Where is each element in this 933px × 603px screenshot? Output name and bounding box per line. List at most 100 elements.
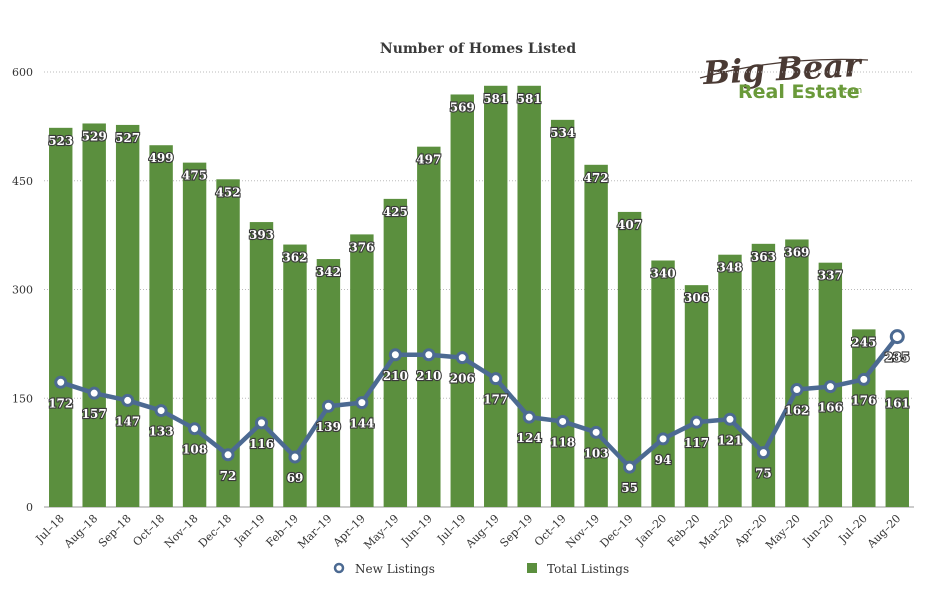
bar-total-listings (316, 259, 341, 507)
x-tick-label: Jun–19 (398, 512, 435, 549)
point-new-listings (87, 386, 101, 400)
point-value-label: 118 (550, 435, 575, 449)
point-value-label: 139 (316, 420, 341, 434)
bar-total-listings (651, 260, 675, 507)
point-new-listings (321, 399, 335, 413)
bar-total-listings (885, 390, 909, 507)
x-tick-label: Aug–20 (864, 512, 903, 551)
bar-value-label: 452 (216, 185, 241, 199)
point-new-listings (690, 415, 703, 429)
bar-total-listings (684, 285, 709, 507)
point-new-listings (756, 446, 770, 460)
point-new-listings (422, 348, 436, 362)
bar-value-label: 376 (349, 240, 374, 254)
logo-line1: Big Bear (701, 46, 864, 92)
point-value-label: 176 (851, 393, 876, 407)
bar-total-listings (149, 145, 173, 507)
point-new-listings (255, 416, 268, 430)
bar-total-listings (550, 119, 575, 507)
point-value-label: 117 (684, 436, 709, 450)
x-tick-label: Sep–18 (96, 512, 134, 550)
point-value-label: 177 (483, 393, 508, 407)
point-value-label: 210 (383, 369, 408, 383)
y-tick-label: 150 (12, 392, 33, 405)
point-new-listings (790, 383, 804, 397)
x-tick-label: Aug–18 (61, 512, 100, 551)
x-tick-label: Jan–20 (633, 512, 669, 548)
bar-total-listings (49, 127, 73, 507)
bar-total-listings (417, 146, 441, 508)
bar-total-listings (584, 164, 608, 508)
bar-total-listings (283, 244, 307, 508)
point-value-label: 116 (249, 437, 274, 451)
point-value-label: 172 (48, 396, 73, 410)
bar-value-label: 348 (717, 261, 742, 275)
logo-suffix: .com (840, 86, 862, 96)
point-value-label: 147 (115, 414, 140, 428)
bar-total-listings (216, 179, 240, 508)
bar-value-label: 425 (383, 205, 408, 219)
legend: New Listings Total Listings (333, 562, 629, 576)
bar-value-label: 342 (316, 265, 341, 279)
point-value-label: 162 (784, 404, 809, 418)
point-value-label: 210 (416, 369, 441, 383)
point-new-listings (188, 422, 202, 436)
bar-value-label: 569 (450, 100, 475, 114)
point-value-label: 75 (755, 467, 772, 481)
bar-total-listings (852, 329, 876, 507)
logo-line2: Real Estate (738, 81, 860, 103)
point-new-listings (823, 380, 837, 394)
bar-total-listings (517, 85, 541, 508)
bar-value-label: 499 (149, 151, 174, 165)
bars (49, 85, 909, 508)
point-new-listings (656, 432, 670, 446)
x-tick-label: Nov–18 (162, 512, 201, 551)
bar-value-label: 581 (483, 92, 508, 106)
brand-logo: Big Bear Real Estate .com (699, 46, 869, 103)
point-value-label: 72 (220, 469, 237, 483)
line-new-listings (60, 335, 900, 470)
bar-value-label: 245 (851, 335, 876, 349)
legend-new-listings-marker (333, 562, 345, 574)
bar-total-listings (249, 222, 274, 507)
bar-value-label: 527 (115, 131, 140, 145)
point-value-label: 235 (885, 351, 910, 365)
bar-total-listings (182, 162, 207, 507)
bar-value-label: 340 (651, 267, 676, 281)
point-value-label: 166 (818, 401, 843, 415)
point-value-label: 206 (450, 372, 475, 386)
x-tick-label: Oct–19 (532, 512, 569, 549)
point-new-listings (288, 450, 302, 464)
x-tick-label: Jun–20 (800, 512, 837, 549)
bar-value-label: 534 (550, 126, 575, 140)
bar-total-listings (115, 124, 140, 508)
bar-total-listings (484, 85, 508, 508)
logo-swoosh (699, 58, 869, 79)
point-new-listings (522, 410, 536, 424)
point-value-label: 121 (717, 433, 742, 447)
point-value-label: 108 (182, 443, 207, 457)
grid (44, 71, 914, 508)
point-new-listings (889, 329, 905, 345)
point-new-listings (556, 414, 570, 428)
point-new-listings (388, 348, 402, 362)
point-new-listings (589, 425, 603, 439)
bar-value-label: 161 (885, 396, 910, 410)
bar-total-listings (718, 254, 742, 507)
x-tick-label: Feb–20 (665, 512, 703, 550)
point-value-label: 144 (349, 417, 374, 431)
bar-labels: 523 529 527 499 475 452 393 362 342 376 425 497 569 5… (47, 91, 911, 412)
legend-total-listings-marker (527, 563, 537, 573)
x-tick-label: Mar–19 (295, 512, 334, 551)
point-new-listings (489, 372, 503, 386)
point-new-listings (857, 372, 871, 386)
new-listings-line (54, 329, 905, 474)
bar-total-listings (617, 211, 642, 508)
x-tick-label: Nov–19 (563, 512, 602, 551)
x-tick-label: Dec–19 (598, 512, 636, 550)
point-new-listings (221, 448, 235, 462)
bar-total-listings (82, 123, 106, 507)
chart-title: Number of Homes Listed (380, 41, 576, 57)
bar-value-label: 363 (751, 250, 776, 264)
